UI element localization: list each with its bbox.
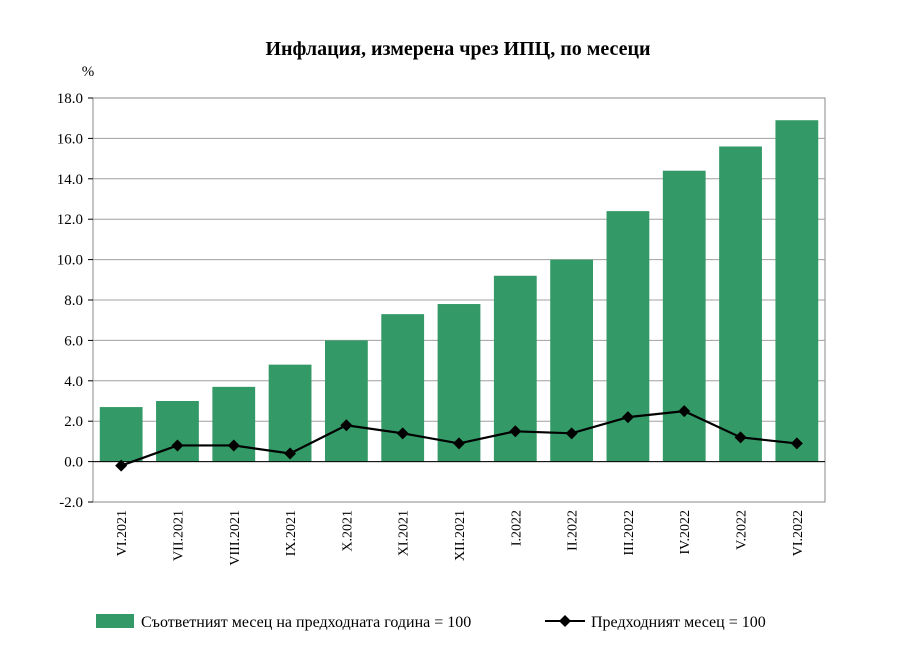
x-axis-ticks: VI.2021 VII.2021 VIII.2021 IX.2021 X.2021 XI.… bbox=[115, 510, 806, 566]
legend-bar-label: Съответният месец на предходната година … bbox=[141, 614, 471, 631]
chart-title: Инфлация, измерена чрез ИПЦ, по месеци bbox=[265, 38, 650, 60]
y-tick-label: 0.0 bbox=[64, 455, 83, 471]
plot-area: -2.00.02.04.06.08.010.012.014.016.018.0 … bbox=[57, 91, 826, 566]
legend-bar-swatch bbox=[96, 614, 134, 628]
line-point-VI.2022 bbox=[790, 437, 803, 450]
x-tick-label: XII.2021 bbox=[453, 510, 468, 561]
line-point-XII.2021 bbox=[453, 437, 465, 450]
bar-X.2021 bbox=[324, 340, 368, 462]
y-tick-label: 8.0 bbox=[64, 293, 83, 309]
y-tick-label: 18.0 bbox=[57, 91, 83, 107]
y-axis-unit-label: % bbox=[82, 64, 95, 80]
y-axis-ticks: -2.0 0.0 2.0 4.0 6.0 8.0 10.0 12.0 14.0 16.0 18.0 bbox=[57, 91, 93, 511]
x-tick-label: VIII.2021 bbox=[228, 510, 243, 566]
bar-III.2022 bbox=[606, 211, 650, 462]
bar-VI.2022 bbox=[775, 120, 819, 462]
x-tick-label: IX.2021 bbox=[284, 510, 299, 556]
x-tick-label: VI.2021 bbox=[115, 510, 130, 556]
y-tick-label: 10.0 bbox=[57, 253, 83, 269]
bar-XII.2021 bbox=[437, 304, 481, 462]
x-tick-label: I.2022 bbox=[509, 510, 524, 546]
legend: Съответният месец на предходната година … bbox=[96, 614, 766, 631]
line-point-I.2022 bbox=[509, 425, 522, 438]
bar-VII.2021 bbox=[156, 401, 199, 462]
line-point-XI.2021 bbox=[396, 427, 409, 440]
x-tick-label: III.2022 bbox=[622, 510, 637, 556]
y-tick-label: 6.0 bbox=[64, 333, 83, 349]
bar-VI.2021 bbox=[99, 407, 143, 462]
line-point-VI.2021 bbox=[115, 459, 128, 472]
line-point-X.2021 bbox=[340, 419, 353, 432]
line-point-III.2022 bbox=[621, 411, 634, 424]
y-tick-label: 2.0 bbox=[64, 414, 83, 430]
legend-line-marker bbox=[559, 615, 571, 627]
y-tick-label: 4.0 bbox=[64, 374, 83, 390]
y-tick-label: 12.0 bbox=[57, 212, 83, 228]
y-tick-label: -2.0 bbox=[59, 495, 83, 511]
y-tick-label: 16.0 bbox=[57, 131, 83, 147]
legend-line-label: Предходният месец = 100 bbox=[591, 614, 766, 631]
bar-XI.2021 bbox=[381, 314, 425, 462]
bar-V.2022 bbox=[719, 146, 762, 462]
line-point-II.2022 bbox=[565, 427, 578, 440]
line-series bbox=[115, 405, 803, 472]
x-tick-label: IV.2022 bbox=[678, 510, 693, 554]
line-point-IV.2022 bbox=[678, 405, 691, 418]
line-point-V.2022 bbox=[734, 431, 747, 444]
line-point-VIII.2021 bbox=[227, 439, 240, 452]
line-point-IX.2021 bbox=[284, 447, 297, 460]
x-tick-label: VII.2021 bbox=[171, 510, 186, 561]
x-tick-label: X.2021 bbox=[340, 510, 355, 552]
line-point-VII.2021 bbox=[171, 439, 184, 452]
y-tick-label: 14.0 bbox=[57, 172, 83, 188]
x-tick-label: V.2022 bbox=[735, 510, 750, 550]
x-tick-label: II.2022 bbox=[566, 510, 581, 551]
x-tick-label: XI.2021 bbox=[397, 510, 412, 556]
x-tick-label: VI.2022 bbox=[791, 510, 806, 556]
